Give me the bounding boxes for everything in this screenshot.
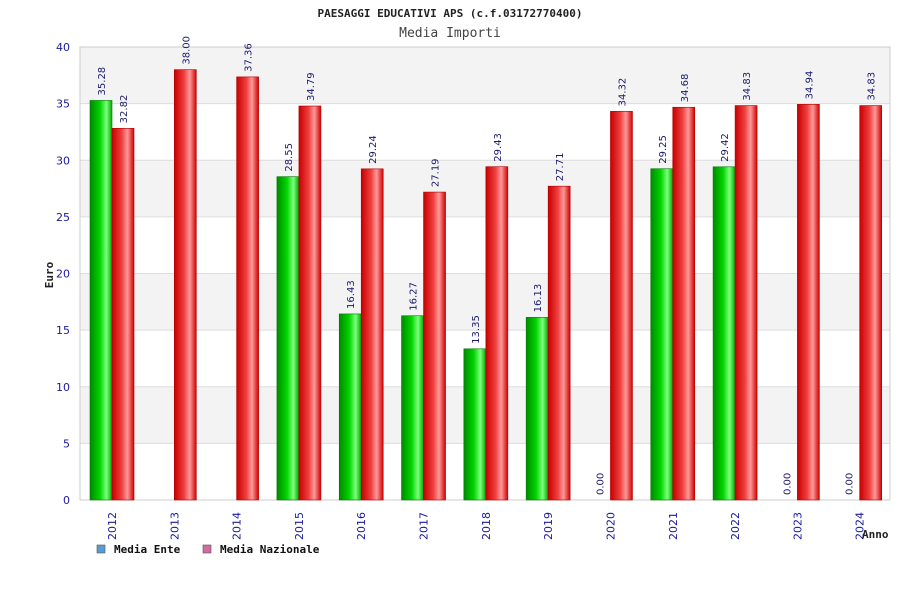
- y-axis-label: Euro: [43, 261, 56, 288]
- y-tick-label: 40: [56, 41, 70, 54]
- x-tick-label: 2024: [854, 512, 867, 540]
- bar-media-nazionale: [734, 105, 758, 501]
- x-axis-label: Anno: [862, 528, 889, 541]
- bars: [89, 69, 882, 501]
- data-label: 29.42: [720, 133, 731, 162]
- data-label: 0.00: [782, 473, 793, 495]
- chart-subtitle: Media Importi: [399, 26, 501, 41]
- bar-media-nazionale: [859, 105, 882, 501]
- x-tick-label: 2017: [418, 512, 431, 540]
- data-label: 34.83: [867, 72, 878, 101]
- bar-media-nazionale: [236, 76, 259, 501]
- x-tick-label: 2020: [604, 512, 617, 540]
- bar-media-nazionale: [610, 111, 633, 501]
- y-tick-label: 0: [63, 494, 70, 507]
- chart-title: PAESAGGI EDUCATIVI APS (c.f.03172770400): [318, 7, 583, 20]
- data-label: 28.55: [284, 143, 295, 172]
- plot-band: [80, 103, 890, 161]
- bar-media-ente: [276, 176, 300, 501]
- bar-media-nazionale: [111, 128, 135, 501]
- x-tick-label: 2023: [791, 512, 804, 540]
- bar-media-nazionale: [672, 106, 696, 501]
- x-tick-label: 2016: [355, 512, 368, 540]
- x-tick-label: 2021: [667, 512, 680, 540]
- data-label: 13.35: [471, 315, 482, 344]
- data-label: 0.00: [595, 473, 606, 495]
- x-tick-label: 2022: [729, 512, 742, 540]
- plot-band: [80, 216, 890, 274]
- plot-band: [80, 160, 890, 217]
- data-labels: 35.28 32.82 38.00 37.36 28.55 34.79 16.43 29.24…: [97, 36, 878, 495]
- bar-media-nazionale: [174, 69, 197, 501]
- data-label: 27.71: [555, 153, 566, 182]
- bar-media-nazionale: [485, 166, 509, 501]
- bar-media-ente: [525, 317, 549, 501]
- bar-media-ente: [89, 100, 113, 501]
- y-tick-label: 5: [63, 437, 70, 450]
- bar-media-ente: [712, 166, 736, 501]
- y-axis: 0 5 10 15 20 25 30 35 40: [56, 41, 70, 507]
- bar-media-nazionale: [298, 105, 322, 501]
- legend-label-media-ente: Media Ente: [114, 543, 181, 556]
- legend-swatch-media-nazionale: [202, 544, 212, 554]
- data-label: 35.28: [97, 67, 108, 96]
- data-label: 29.24: [368, 135, 379, 164]
- legend: Media Ente Media Nazionale: [96, 543, 320, 556]
- data-label: 29.25: [658, 135, 669, 164]
- data-label: 34.68: [680, 74, 691, 103]
- data-label: 16.13: [533, 284, 544, 313]
- bar-media-nazionale: [423, 191, 446, 501]
- data-label: 16.43: [346, 280, 357, 309]
- data-label: 27.19: [431, 158, 442, 187]
- y-tick-label: 15: [56, 324, 70, 337]
- data-label: 34.94: [804, 71, 815, 100]
- data-label: 34.32: [617, 78, 628, 107]
- y-tick-label: 10: [56, 381, 70, 394]
- data-label: 29.43: [493, 133, 504, 162]
- x-tick-label: 2015: [293, 512, 306, 540]
- x-tick-label: 2013: [168, 512, 181, 540]
- legend-label-media-nazionale: Media Nazionale: [220, 543, 320, 556]
- plot-band: [80, 273, 890, 331]
- plot-band: [80, 47, 890, 104]
- bar-media-ente: [338, 313, 362, 501]
- x-axis: 2012 2013 2014 2015 2016 2017 2018 2019 2020 2021…: [106, 512, 867, 540]
- data-label: 37.36: [244, 43, 255, 72]
- y-tick-label: 30: [56, 154, 70, 167]
- data-label: 32.82: [119, 95, 130, 124]
- data-label: 38.00: [181, 36, 192, 65]
- x-tick-label: 2019: [542, 512, 555, 540]
- y-tick-label: 35: [56, 98, 70, 111]
- bar-media-nazionale: [547, 185, 571, 501]
- x-tick-label: 2012: [106, 512, 119, 540]
- data-label: 34.79: [306, 72, 317, 101]
- y-tick-label: 25: [56, 211, 70, 224]
- data-label: 16.27: [409, 282, 420, 311]
- x-tick-label: 2014: [231, 512, 244, 540]
- bar-media-ente: [650, 168, 674, 501]
- bar-media-nazionale: [797, 104, 820, 501]
- data-label: 34.83: [742, 72, 753, 101]
- data-label: 0.00: [845, 473, 856, 495]
- y-tick-label: 20: [56, 268, 70, 281]
- legend-swatch-media-ente: [96, 544, 106, 554]
- bar-media-ente: [463, 348, 487, 501]
- bar-media-ente: [401, 315, 424, 501]
- bar-media-nazionale: [360, 168, 384, 501]
- x-tick-label: 2018: [480, 512, 493, 540]
